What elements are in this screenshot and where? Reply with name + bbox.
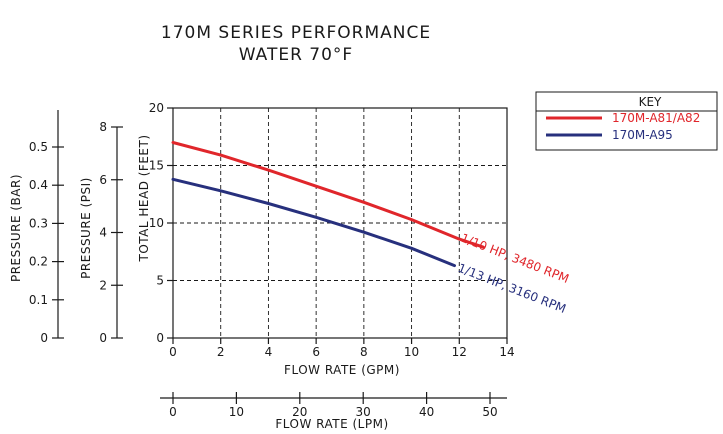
lpm-axis-label: FLOW RATE (LPM) xyxy=(275,417,388,431)
bar-tick-label: 0.3 xyxy=(29,216,48,230)
legend: KEY 170M-A81/A82 170M-A95 xyxy=(535,91,718,151)
x-axis-ticks: 0 2 4 6 8 10 12 14 xyxy=(169,338,515,359)
bar-tick-label: 0 xyxy=(40,331,48,345)
lpm-tick-label: 10 xyxy=(229,405,244,419)
x-axis-label: FLOW RATE (GPM) xyxy=(284,363,400,377)
y-tick-label: 0 xyxy=(156,331,164,345)
y-tick-label: 20 xyxy=(149,101,164,115)
chart-title: 170M SERIES PERFORMANCE xyxy=(161,23,431,43)
lpm-axis: 0 10 20 30 40 50 xyxy=(160,392,507,419)
lpm-tick-label: 40 xyxy=(419,405,434,419)
lpm-tick-label: 0 xyxy=(169,405,177,419)
x-tick-label: 8 xyxy=(360,345,368,359)
legend-box xyxy=(535,91,718,151)
bar-tick-label: 0.2 xyxy=(29,255,48,269)
bar-tick-label: 0.5 xyxy=(29,140,48,154)
x-tick-label: 6 xyxy=(312,345,320,359)
psi-tick-label: 2 xyxy=(99,278,107,292)
bar-axis-label: PRESSURE (BAR) xyxy=(9,174,23,282)
psi-tick-label: 0 xyxy=(99,331,107,345)
series-line-1 xyxy=(171,141,485,249)
legend-entry-label: 170M-A81/A82 xyxy=(612,111,700,125)
series-line-2 xyxy=(171,177,456,268)
psi-tick-label: 6 xyxy=(99,173,107,187)
y-tick-label: 15 xyxy=(149,159,164,173)
bar-axis: 0 0.1 0.2 0.3 0.4 0.5 xyxy=(29,110,64,345)
x-tick-label: 14 xyxy=(499,345,514,359)
chart-subtitle: WATER 70°F xyxy=(239,45,353,65)
x-tick-label: 10 xyxy=(404,345,419,359)
psi-tick-label: 8 xyxy=(99,120,107,134)
x-tick-label: 0 xyxy=(169,345,177,359)
legend-entry-label: 170M-A95 xyxy=(612,128,673,142)
legend-title: KEY xyxy=(639,95,662,109)
bar-tick-label: 0.1 xyxy=(29,293,48,307)
psi-axis-label: PRESSURE (PSI) xyxy=(79,177,93,279)
y-axis-label: TOTAL HEAD (FEET) xyxy=(137,134,151,262)
psi-axis: 0 2 4 6 8 xyxy=(99,120,123,345)
y-tick-label: 5 xyxy=(156,274,164,288)
x-tick-label: 2 xyxy=(217,345,225,359)
psi-tick-label: 4 xyxy=(99,226,107,240)
x-tick-label: 4 xyxy=(265,345,273,359)
bar-tick-label: 0.4 xyxy=(29,178,48,192)
y-axis-ticks: 0 5 10 15 20 xyxy=(149,101,173,345)
lpm-tick-label: 50 xyxy=(482,405,497,419)
lpm-tick-label: 30 xyxy=(356,405,371,419)
lpm-tick-label: 20 xyxy=(292,405,307,419)
y-tick-label: 10 xyxy=(149,216,164,230)
plot-grid xyxy=(173,108,507,338)
x-tick-label: 12 xyxy=(452,345,467,359)
